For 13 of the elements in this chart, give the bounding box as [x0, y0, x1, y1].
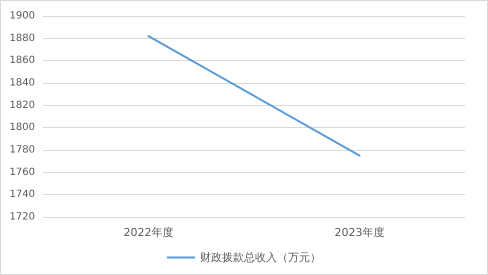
y-tick-label: 1820 — [10, 100, 35, 111]
y-tick-label: 1760 — [10, 166, 35, 178]
y-tick-label: 1840 — [10, 78, 35, 88]
y-tick-label: 1860 — [10, 55, 35, 66]
y-tick-label: 1900 — [10, 10, 35, 22]
legend-label: 财政拨款总收入（万元） — [200, 251, 321, 264]
y-tick-label: 1740 — [10, 189, 35, 200]
y-tick-label: 1880 — [10, 32, 35, 44]
y-tick-label: 1720 — [10, 212, 35, 222]
y-tick-label: 1800 — [10, 122, 35, 134]
x-tick-label: 2022年度 — [124, 226, 174, 239]
x-tick-label: 2023年度 — [334, 226, 384, 239]
y-tick-label: 1780 — [10, 144, 35, 156]
